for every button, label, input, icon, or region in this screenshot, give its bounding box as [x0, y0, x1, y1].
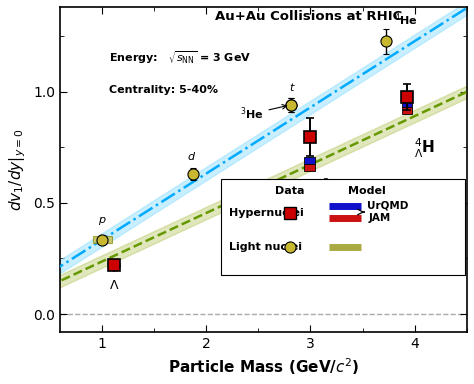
- Text: UrQMD: UrQMD: [367, 201, 409, 211]
- Y-axis label: $dv_{1}/dy|_{y=0}$: $dv_{1}/dy|_{y=0}$: [7, 128, 27, 211]
- Text: Data: Data: [275, 185, 305, 195]
- Text: $^{3}_{\Lambda}$$\mathbf{H}$: $^{3}_{\Lambda}$$\mathbf{H}$: [322, 177, 343, 200]
- Text: Model: Model: [348, 185, 386, 195]
- Text: Energy:   $\sqrt{s_{\mathrm{NN}}}$ = 3 GeV: Energy: $\sqrt{s_{\mathrm{NN}}}$ = 3 GeV: [109, 49, 251, 66]
- Bar: [401, 107, 412, 114]
- FancyBboxPatch shape: [93, 236, 112, 243]
- Text: $t$: $t$: [289, 81, 296, 93]
- Text: Light nuclei: Light nuclei: [229, 242, 302, 252]
- Text: $d$: $d$: [186, 150, 196, 162]
- Text: $^{4}$He: $^{4}$He: [394, 12, 418, 28]
- Text: Au+Au Collisions at RHIC: Au+Au Collisions at RHIC: [215, 10, 402, 23]
- Text: $^{3}$He: $^{3}$He: [240, 104, 287, 122]
- Text: Hypernuclei: Hypernuclei: [229, 208, 304, 218]
- Text: JAM: JAM: [369, 213, 391, 223]
- X-axis label: Particle Mass (GeV/$c^{2}$): Particle Mass (GeV/$c^{2}$): [168, 356, 359, 377]
- FancyBboxPatch shape: [221, 179, 465, 275]
- Bar: [304, 164, 315, 170]
- Text: $\Lambda$: $\Lambda$: [109, 279, 119, 292]
- Text: $^{4}_{\Lambda}$$\mathbf{H}$: $^{4}_{\Lambda}$$\mathbf{H}$: [414, 137, 435, 161]
- Text: $p$: $p$: [98, 215, 107, 227]
- Bar: [401, 101, 412, 107]
- Bar: [304, 157, 315, 164]
- Text: Centrality: 5-40%: Centrality: 5-40%: [109, 85, 218, 95]
